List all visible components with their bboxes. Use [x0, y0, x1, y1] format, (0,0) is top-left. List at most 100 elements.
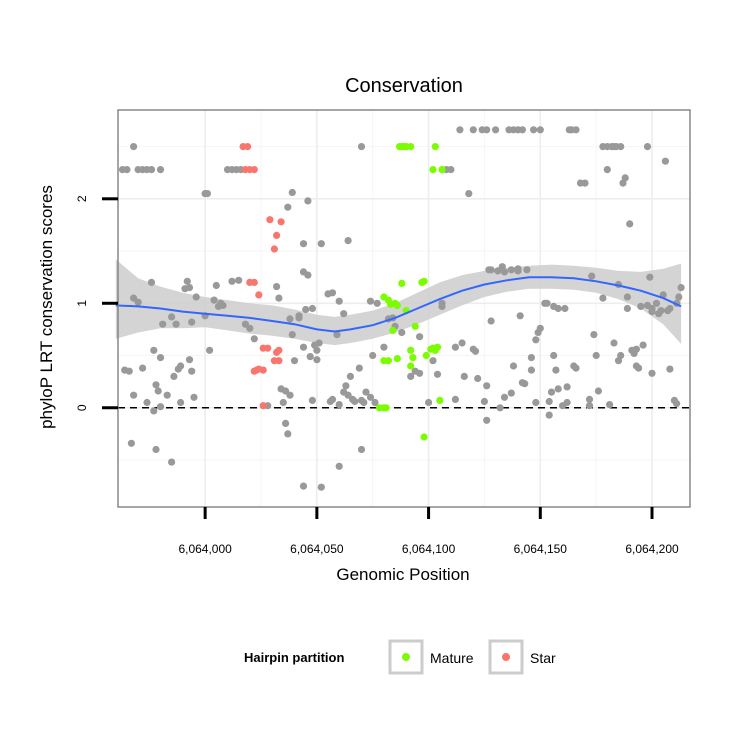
data-point-star: [250, 166, 258, 174]
data-point-other: [139, 364, 147, 372]
data-point-other: [530, 126, 538, 134]
data-point-other: [366, 297, 375, 305]
data-point-other: [147, 166, 156, 174]
data-point-other: [438, 302, 446, 310]
y-tick-label: 0: [75, 404, 89, 411]
data-point-other: [317, 483, 325, 491]
data-point-other: [308, 304, 316, 313]
data-point-other: [465, 190, 473, 198]
data-point-other: [416, 369, 424, 377]
data-point-other: [306, 353, 314, 361]
data-point-other: [335, 462, 343, 470]
data-point-other: [250, 335, 258, 343]
data-point-other: [219, 301, 227, 309]
data-point-other: [469, 126, 477, 134]
data-point-other: [617, 351, 625, 360]
data-point-mature: [433, 343, 442, 351]
data-point-other: [657, 307, 665, 315]
data-point-other: [203, 190, 211, 198]
data-point-other: [617, 143, 625, 151]
data-point-other: [675, 293, 683, 301]
data-point-mature: [420, 277, 428, 285]
data-point-other: [183, 277, 191, 285]
data-point-other: [545, 411, 553, 419]
data-point-other: [494, 267, 502, 275]
data-point-other: [532, 336, 540, 344]
x-tick-label: 6,064,200: [625, 542, 679, 556]
data-point-other: [643, 143, 652, 151]
data-point-other: [177, 362, 185, 370]
data-point-other: [328, 289, 337, 297]
data-point-other: [210, 296, 218, 304]
data-point-other: [212, 281, 220, 290]
data-point-other: [304, 197, 312, 205]
data-point-other: [492, 126, 500, 134]
data-point-other: [606, 401, 614, 409]
data-point-other: [447, 166, 455, 174]
data-point-other: [147, 278, 156, 286]
data-point-other: [666, 365, 674, 373]
data-point-other: [235, 276, 243, 284]
legend: Hairpin partition Mature Star: [244, 639, 556, 675]
data-point-other: [134, 298, 142, 306]
data-point-star: [244, 143, 252, 151]
data-point-other: [471, 347, 480, 355]
data-point-other: [357, 445, 366, 454]
data-point-other: [648, 369, 656, 377]
data-point-other: [123, 166, 131, 174]
data-point-star: [259, 402, 267, 410]
data-point-other: [429, 357, 437, 365]
data-point-mature: [409, 354, 417, 362]
data-point-other: [284, 203, 292, 211]
data-point-other: [646, 273, 654, 281]
data-point-other: [130, 143, 138, 151]
legend-swatch-star: [502, 653, 510, 661]
data-point-other: [588, 272, 596, 280]
data-point-other: [590, 331, 598, 339]
data-point-other: [159, 320, 167, 328]
data-point-star: [275, 346, 283, 354]
data-point-other: [299, 482, 308, 490]
data-point-other: [635, 364, 643, 372]
y-tick-label: 2: [75, 195, 89, 202]
data-point-other: [407, 372, 415, 380]
data-point-other: [451, 343, 459, 351]
data-point-other: [507, 266, 515, 274]
data-point-other: [458, 339, 466, 347]
data-point-other: [275, 294, 283, 302]
data-point-mature: [407, 143, 415, 151]
points-layer: [118, 126, 685, 491]
data-point-other: [550, 351, 558, 360]
data-point-other: [163, 391, 171, 399]
data-point-other: [185, 356, 194, 364]
data-point-other: [152, 381, 160, 389]
data-point-other: [315, 339, 323, 347]
data-point-other: [592, 351, 600, 360]
data-point-other: [190, 393, 198, 401]
data-point-other: [313, 356, 321, 364]
data-point-other: [487, 317, 495, 325]
data-point-mature: [429, 166, 437, 174]
data-point-other: [480, 397, 488, 406]
data-point-other: [585, 395, 594, 403]
data-point-star: [273, 231, 281, 239]
data-point-mature: [382, 404, 390, 412]
data-point-mature: [407, 346, 415, 354]
data-point-other: [451, 395, 459, 403]
data-point-other: [610, 339, 618, 347]
data-point-other: [483, 382, 491, 390]
data-point-other: [518, 126, 527, 134]
data-point-other: [286, 391, 294, 399]
data-point-other: [177, 398, 185, 407]
data-point-other: [500, 393, 509, 401]
data-point-other: [543, 299, 551, 307]
data-point-other: [487, 266, 495, 274]
data-point-other: [154, 387, 162, 395]
data-point-other: [666, 304, 674, 313]
data-point-other: [156, 166, 165, 174]
data-point-other: [143, 398, 151, 407]
data-point-other: [425, 398, 433, 407]
data-point-other: [398, 328, 406, 337]
y-tick-label: 1: [75, 300, 89, 307]
